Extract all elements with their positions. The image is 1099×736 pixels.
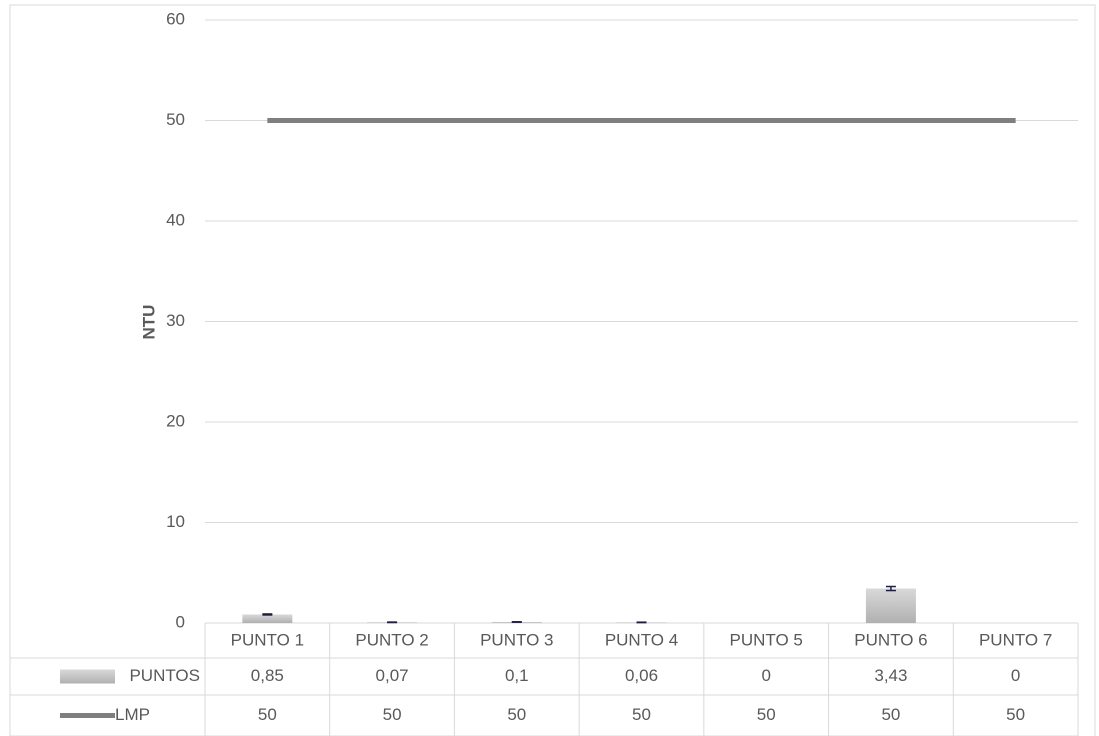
- y-tick-label: 10: [166, 512, 185, 531]
- data-table-cell: 50: [507, 705, 526, 724]
- x-tick-label: PUNTO 6: [854, 630, 927, 649]
- data-table-cell: 50: [881, 705, 900, 724]
- y-tick-label: 50: [166, 110, 185, 129]
- x-tick-label: PUNTO 7: [979, 630, 1052, 649]
- data-table-cell: 50: [757, 705, 776, 724]
- data-table-cell: 50: [383, 705, 402, 724]
- bar: [242, 614, 293, 623]
- x-tick-label: PUNTO 5: [730, 630, 803, 649]
- legend-label: LMP: [115, 705, 150, 724]
- y-tick-label: 60: [166, 9, 185, 28]
- data-table-cell: 0,85: [251, 666, 284, 685]
- legend-key: [60, 669, 115, 684]
- data-table-cell: 0,07: [376, 666, 409, 685]
- y-tick-label: 20: [166, 411, 185, 430]
- data-table-cell: 0: [761, 666, 770, 685]
- bar: [865, 588, 916, 623]
- x-tick-label: PUNTO 2: [355, 630, 428, 649]
- data-table-cell: 3,43: [874, 666, 907, 685]
- chart-border: [9, 4, 1096, 736]
- legend-label: PUNTOS: [129, 666, 200, 685]
- data-table-cell: 0,1: [505, 666, 529, 685]
- y-tick-label: 40: [166, 210, 185, 229]
- x-tick-label: PUNTO 1: [231, 630, 304, 649]
- x-tick-label: PUNTO 4: [605, 630, 678, 649]
- y-axis-label: NTU: [139, 305, 158, 340]
- data-table-cell: 50: [1006, 705, 1025, 724]
- x-tick-label: PUNTO 3: [480, 630, 553, 649]
- error-bar: [262, 613, 273, 616]
- data-table-cell: 0: [1011, 666, 1020, 685]
- data-table-cell: 0,06: [625, 666, 658, 685]
- data-table-cell: 50: [632, 705, 651, 724]
- y-tick-label: 30: [166, 311, 185, 330]
- error-bar: [885, 585, 896, 592]
- y-tick-label: 0: [176, 612, 185, 631]
- data-table-cell: 50: [258, 705, 277, 724]
